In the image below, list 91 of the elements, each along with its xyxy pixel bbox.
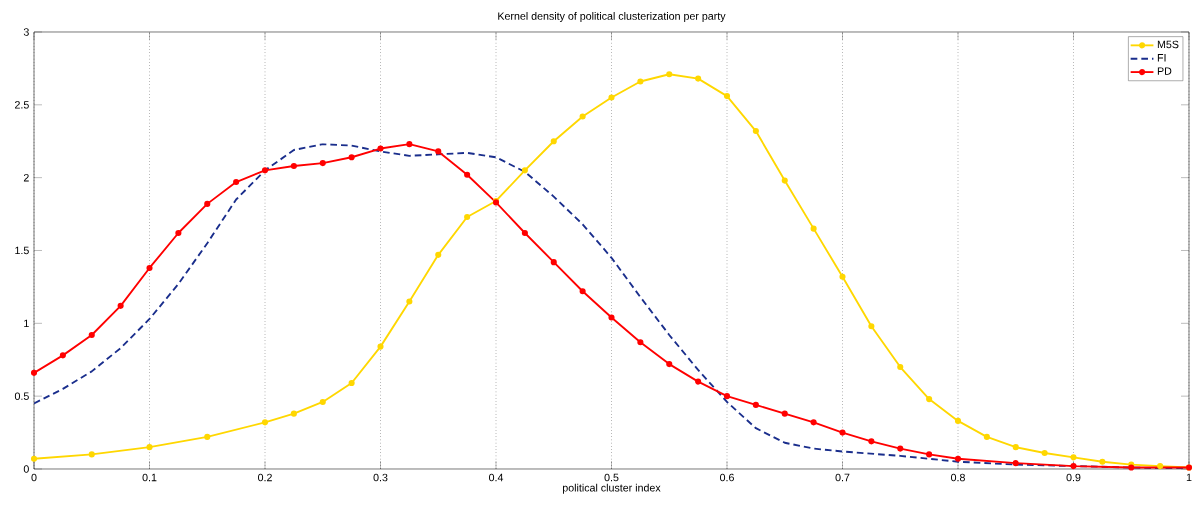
point: [88, 331, 95, 339]
x-tick-label: 0.6: [720, 473, 734, 482]
chart-title: Kernel density of political clusterization per party: [498, 12, 726, 22]
point: [868, 438, 875, 445]
point: [752, 127, 759, 135]
point: [810, 419, 817, 426]
point: [464, 213, 471, 221]
point: [406, 298, 413, 305]
point: [954, 455, 962, 462]
point: [377, 343, 384, 350]
point: [579, 288, 586, 295]
point: [839, 273, 846, 280]
point: [59, 352, 66, 359]
x-tick-label: 0.5: [604, 473, 619, 482]
x-tick-label: 0.3: [373, 473, 388, 482]
y-tick-label: 2: [23, 173, 29, 182]
y-tick-label: 1.5: [15, 246, 29, 255]
point: [1070, 454, 1077, 461]
x-tick-label: 0.2: [258, 473, 272, 482]
point: [608, 94, 615, 101]
point: [810, 225, 817, 232]
point: [30, 455, 38, 462]
point: [435, 148, 442, 155]
point: [204, 433, 211, 441]
point: [1157, 463, 1164, 470]
point: [175, 229, 182, 237]
point: [290, 162, 297, 170]
point: [464, 171, 471, 178]
point: [983, 433, 990, 441]
point: [521, 167, 528, 174]
point: [954, 417, 962, 424]
point: [868, 323, 875, 330]
point: [666, 361, 673, 368]
point: [1041, 449, 1048, 457]
point: [204, 200, 211, 207]
x-tick-label: 0.1: [142, 473, 157, 482]
point: [261, 419, 269, 426]
point: [695, 378, 702, 385]
point: [1012, 460, 1019, 467]
point: [695, 75, 702, 82]
point: [319, 398, 326, 406]
y-tick-label: 1: [24, 319, 29, 327]
point: [88, 451, 95, 458]
point: [839, 429, 846, 436]
point: [608, 314, 615, 321]
point: [926, 395, 933, 403]
y-tick-label: 3: [23, 28, 29, 36]
x-tick-label: 0.4: [489, 473, 504, 482]
point: [233, 178, 240, 186]
point: [1012, 444, 1019, 451]
point: [377, 145, 384, 152]
point: [637, 78, 644, 85]
point: [435, 251, 442, 258]
legend-label: FI: [1157, 54, 1166, 62]
point: [781, 177, 788, 184]
y-tick-label: 2.5: [15, 101, 29, 109]
point: [897, 363, 904, 371]
point: [752, 401, 759, 408]
point: [897, 445, 904, 452]
point: [146, 444, 153, 451]
point: [521, 229, 528, 237]
point: [1099, 458, 1106, 465]
x-tick-label: 0.7: [835, 473, 850, 482]
point: [117, 302, 124, 309]
point: [348, 379, 355, 387]
x-tick-label: 1: [1186, 473, 1192, 482]
point: [579, 113, 586, 120]
point: [406, 141, 413, 148]
point: [550, 138, 557, 145]
point: [319, 160, 326, 167]
y-tick-label: 0.5: [14, 392, 29, 400]
point: [30, 369, 38, 376]
point: [637, 339, 644, 346]
point: [926, 451, 933, 458]
point: [550, 259, 557, 266]
legend-label: PD: [1157, 67, 1172, 75]
point: [781, 410, 788, 417]
point: [290, 410, 297, 417]
point: [348, 154, 355, 161]
point: [666, 71, 673, 78]
x-tick-label: 0: [31, 473, 37, 482]
y-tick-label: 0: [23, 465, 29, 473]
point: [146, 264, 153, 272]
legend-label: M5S: [1157, 40, 1179, 49]
x-tick-label: 0.9: [1066, 473, 1081, 482]
point: [261, 167, 269, 174]
point: [1070, 463, 1077, 470]
point: [723, 93, 731, 100]
x-tick-label: 0.8: [951, 473, 965, 482]
x-axis-title: political cluster index: [562, 483, 661, 494]
point: [723, 393, 731, 400]
